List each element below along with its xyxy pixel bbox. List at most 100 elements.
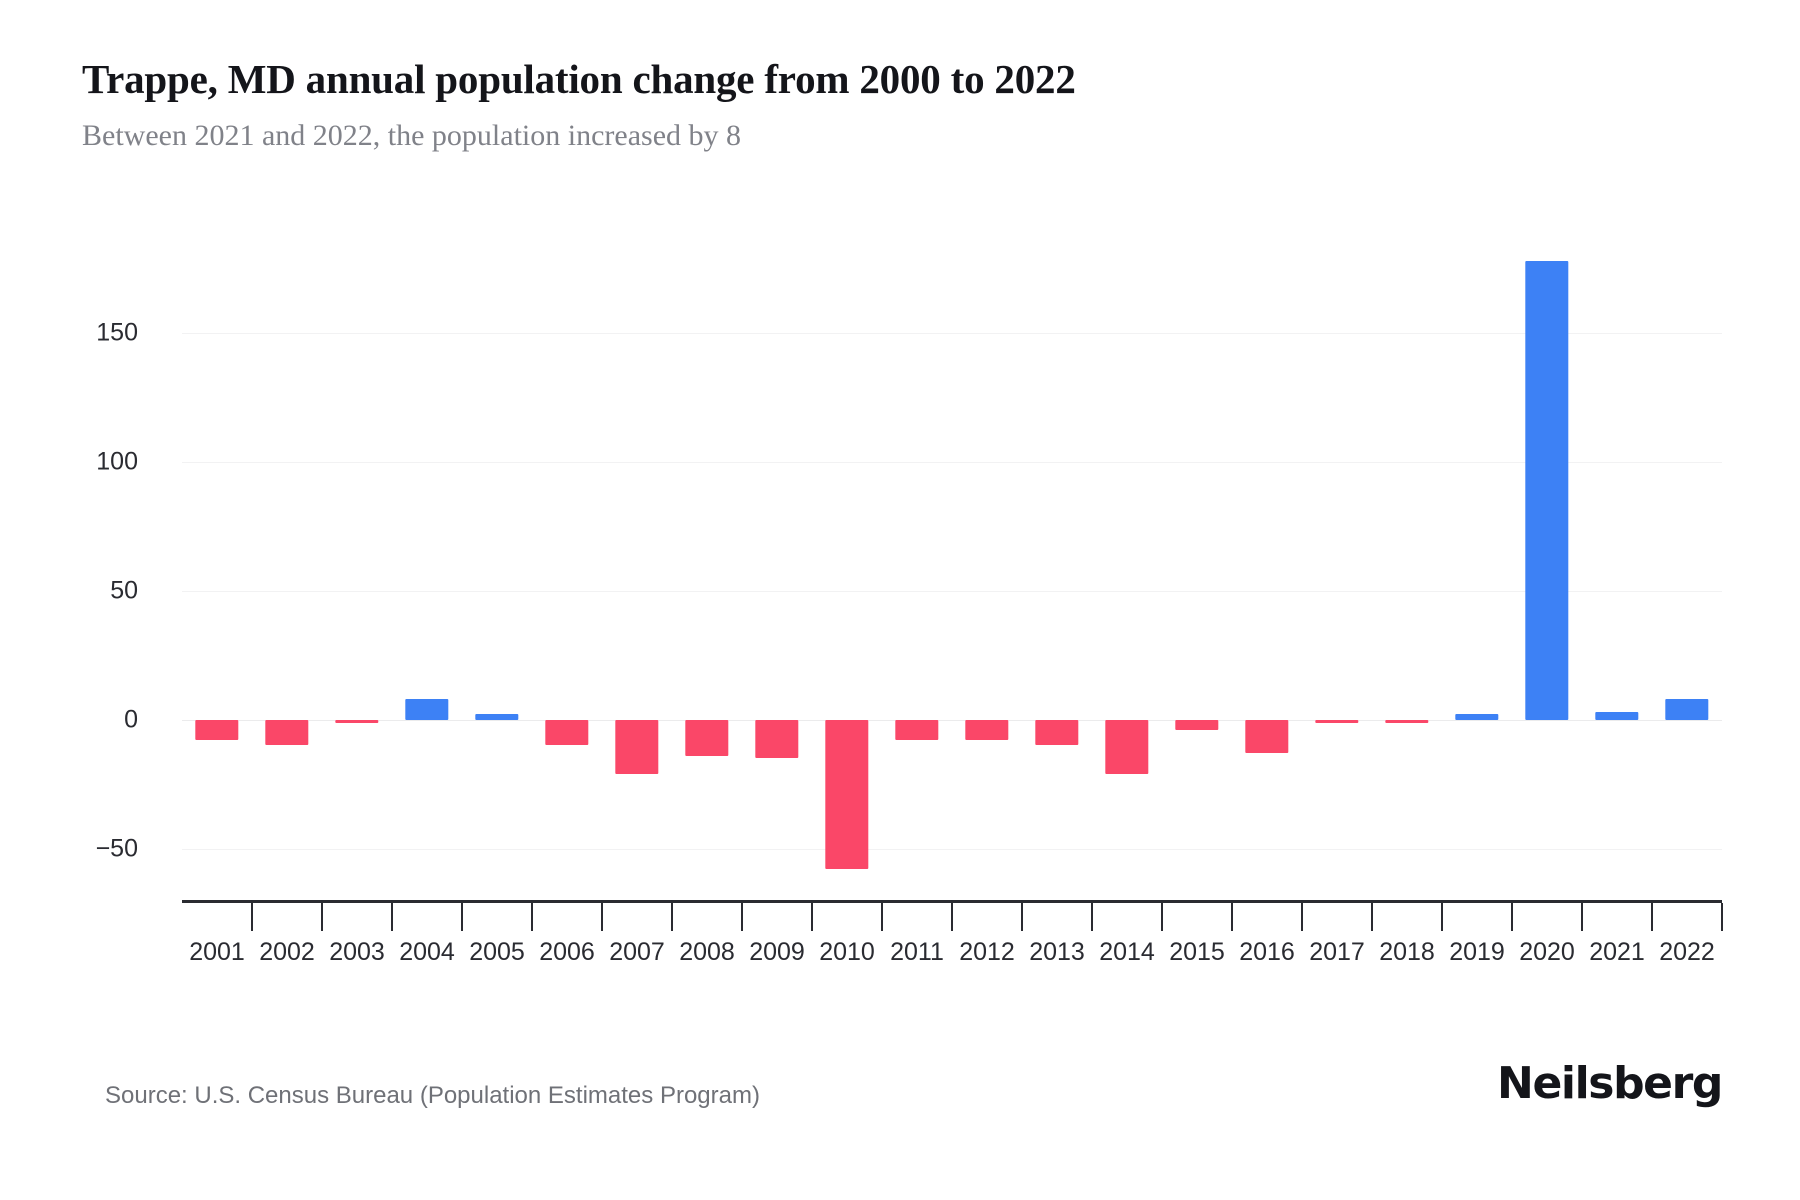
bar-2003[interactable] [335,719,379,723]
x-axis-labels: 2001 2002 2003 2004 2005 2006 2007 2008 2009 2010… [182,938,1722,978]
plot-area [182,230,1722,900]
bar-slot [952,230,1022,900]
x-tick-label-2001: 2001 [189,938,245,966]
bar-slot [252,230,322,900]
x-tick-label-2004: 2004 [399,938,455,966]
x-tick [1581,903,1583,931]
y-axis-labels: −50 0 50 100 150 [0,230,160,900]
chart-subtitle: Between 2021 and 2022, the population in… [82,119,742,152]
x-tick [1721,903,1723,931]
bar-slot [812,230,882,900]
bar-series [182,230,1722,900]
bar-slot [1442,230,1512,900]
bar-2018[interactable] [1385,719,1429,723]
bar-2005[interactable] [475,714,519,720]
bar-2019[interactable] [1455,714,1499,720]
bar-2016[interactable] [1245,719,1289,754]
x-tick-label-2013: 2013 [1029,938,1085,966]
x-tick [391,903,393,931]
x-tick-label-2007: 2007 [609,938,665,966]
gridline-50 [182,590,1722,592]
bar-2007[interactable] [615,719,659,774]
x-tick [251,903,253,931]
x-tick-label-2011: 2011 [890,938,944,966]
source-note: Source: U.S. Census Bureau (Population E… [105,1082,760,1109]
bar-slot [1232,230,1302,900]
page-title: Trappe, MD annual population change from… [82,56,1076,102]
y-tick-label: 50 [110,576,138,605]
bar-slot [672,230,742,900]
x-tick-label-2008: 2008 [679,938,735,966]
bar-2009[interactable] [755,719,799,759]
bar-slot [322,230,392,900]
bar-2001[interactable] [195,719,239,741]
bar-2006[interactable] [545,719,589,746]
x-tick [601,903,603,931]
x-tick [811,903,813,931]
bar-slot [1162,230,1232,900]
x-tick-label-2016: 2016 [1239,938,1295,966]
bar-2012[interactable] [965,719,1009,741]
x-tick-label-2018: 2018 [1379,938,1435,966]
bar-slot [1512,230,1582,900]
bar-2015[interactable] [1175,719,1219,730]
x-tick-label-2022: 2022 [1659,938,1715,966]
x-axis-line [182,900,1722,903]
x-tick [1161,903,1163,931]
bar-2017[interactable] [1315,719,1359,723]
x-tick-label-2009: 2009 [749,938,805,966]
x-tick [461,903,463,931]
bar-2022[interactable] [1665,699,1709,720]
x-tick [531,903,533,931]
bar-2021[interactable] [1595,711,1639,720]
bar-slot [882,230,952,900]
bar-2011[interactable] [895,719,939,741]
x-tick-label-2005: 2005 [469,938,525,966]
x-tick-label-2021: 2021 [1589,938,1645,966]
gridline-150 [182,333,1722,335]
x-tick [951,903,953,931]
x-tick [671,903,673,931]
brand-logo: Neilsberg [1497,1058,1723,1109]
x-tick [881,903,883,931]
bar-slot [1092,230,1162,900]
bar-2014[interactable] [1105,719,1149,774]
x-tick [1091,903,1093,931]
bar-slot [1652,230,1722,900]
bar-slot [1582,230,1652,900]
x-tick [1651,903,1653,931]
x-tick [321,903,323,931]
x-tick [741,903,743,931]
x-tick-label-2012: 2012 [959,938,1015,966]
x-tick-label-2006: 2006 [539,938,595,966]
x-tick-label-2003: 2003 [329,938,385,966]
bar-2010[interactable] [825,719,869,870]
x-tick-label-2020: 2020 [1519,938,1575,966]
bar-slot [1022,230,1092,900]
x-tick [1511,903,1513,931]
y-tick-label: 150 [96,318,138,347]
gridline-100 [182,461,1722,463]
bar-2004[interactable] [405,699,449,720]
y-tick-label: 0 [124,705,138,734]
bar-2008[interactable] [685,719,729,756]
x-tick [1021,903,1023,931]
x-tick-label-2014: 2014 [1099,938,1155,966]
x-tick-label-2002: 2002 [259,938,315,966]
x-tick [1231,903,1233,931]
x-tick-label-2019: 2019 [1449,938,1505,966]
y-tick-label: −50 [95,834,138,862]
bar-slot [462,230,532,900]
bar-2020[interactable] [1525,260,1569,720]
bar-slot [532,230,602,900]
x-tick-label-2015: 2015 [1169,938,1225,966]
bar-2002[interactable] [265,719,309,746]
bar-slot [742,230,812,900]
x-tick [1371,903,1373,931]
gridline--50 [182,848,1722,850]
x-tick [1301,903,1303,931]
y-tick-label: 100 [96,447,138,476]
bar-slot [1372,230,1442,900]
bar-2013[interactable] [1035,719,1079,746]
